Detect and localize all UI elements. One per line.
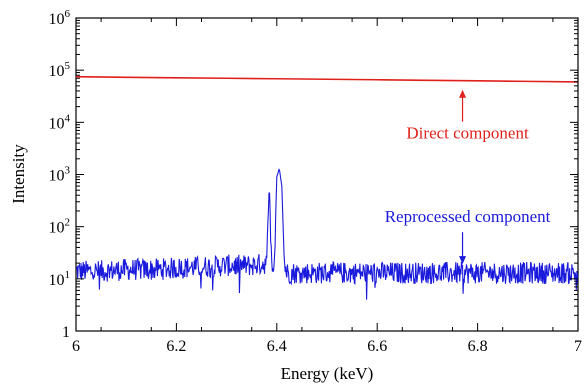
series-layer (76, 75, 578, 300)
x-tick-label: 6.6 (367, 338, 387, 355)
y-tick-label: 106 (49, 8, 71, 28)
series-line-reprocessed (76, 168, 578, 300)
annotation-arrowhead (459, 89, 467, 98)
annotation-layer: Direct component Reprocessed component (385, 89, 551, 265)
annotation-arrowhead (459, 256, 467, 265)
x-tick-label: 7 (574, 338, 582, 355)
x-axis-label: Energy (keV) (281, 364, 374, 383)
y-tick-label: 1 (62, 324, 70, 341)
y-tick-label: 103 (49, 165, 71, 185)
x-tick-label: 6.4 (267, 338, 287, 355)
y-tick-label: 104 (49, 112, 71, 132)
series-line-direct (76, 75, 578, 83)
plot-frame (75, 17, 579, 332)
x-tick-label: 6 (72, 338, 80, 355)
x-tick-label: 6.2 (166, 338, 186, 355)
annotation-label: Direct component (406, 124, 529, 143)
y-tick-label: 102 (49, 217, 71, 237)
y-tick-label: 101 (49, 269, 71, 289)
ticks-layer: 6 6.2 6.4 6.6 6.8 7 1 101 102 103 104 105 106 (49, 8, 583, 355)
y-tick-label: 105 (49, 60, 71, 80)
x-tick-label: 6.8 (468, 338, 488, 355)
y-axis-label: Intensity (9, 144, 28, 204)
annotation-label: Reprocessed component (385, 207, 551, 226)
